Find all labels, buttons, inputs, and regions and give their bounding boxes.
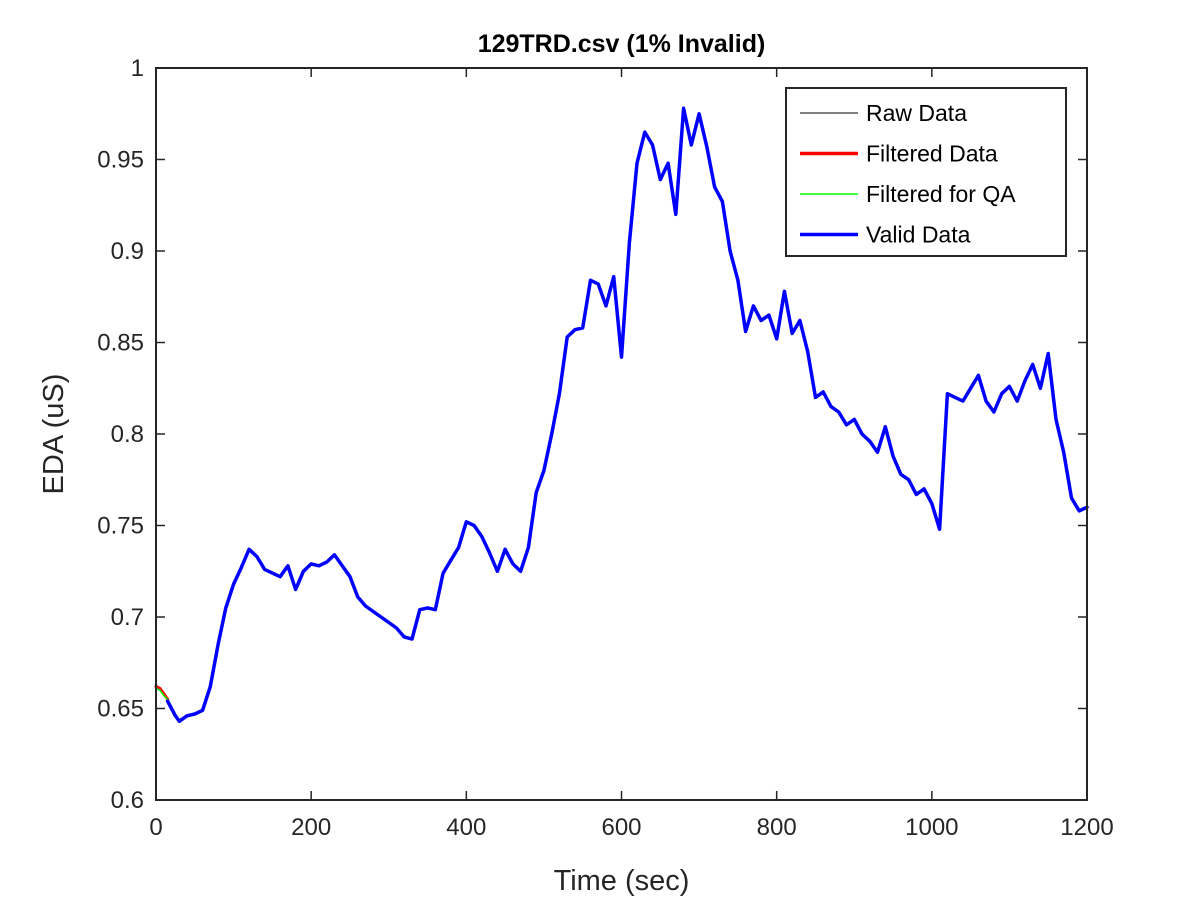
y-axis-label: EDA (uS) <box>38 374 70 495</box>
y-tick-label: 0.9 <box>111 238 144 265</box>
x-tick-label: 600 <box>601 814 641 841</box>
series-line-valid-data <box>165 106 1089 724</box>
legend-box <box>785 87 1067 257</box>
x-axis-label: Time (sec) <box>554 865 690 897</box>
y-tick-label: 0.8 <box>111 421 144 448</box>
x-tick-label: 400 <box>446 814 486 841</box>
y-tick-label: 0.85 <box>97 330 144 357</box>
legend-label-raw-data: Raw Data <box>866 100 967 126</box>
y-tick-label: 0.6 <box>111 787 144 814</box>
x-tick-label: 800 <box>757 814 797 841</box>
x-tick-label: 1200 <box>1060 814 1113 841</box>
legend: Raw Data Filtered Data Filtered for QA Vali… <box>785 87 1067 257</box>
legend-label-filtered-for-qa: Filtered for QA <box>866 181 1016 207</box>
series-line-filtered-for-qa <box>155 687 169 701</box>
series-layer <box>154 106 1089 724</box>
legend-label-valid-data: Valid Data <box>866 222 971 248</box>
x-tick-label: 1000 <box>905 814 958 841</box>
x-tick-label: 0 <box>149 814 162 841</box>
tick-layer: 0 200 400 600 800 1000 1200 0.6 0.65 0.7 0.75 0.8 0.… <box>97 55 1113 841</box>
y-tick-label: 0.65 <box>97 696 144 723</box>
x-tick-label: 200 <box>291 814 331 841</box>
y-tick-label: 0.95 <box>97 147 144 174</box>
legend-label-filtered-data: Filtered Data <box>866 141 998 167</box>
y-tick-label: 0.7 <box>111 604 144 631</box>
chart-title: 129TRD.csv (1% Invalid) <box>478 30 766 58</box>
y-tick-label: 1 <box>131 55 144 82</box>
y-tick-label: 0.75 <box>97 513 144 540</box>
